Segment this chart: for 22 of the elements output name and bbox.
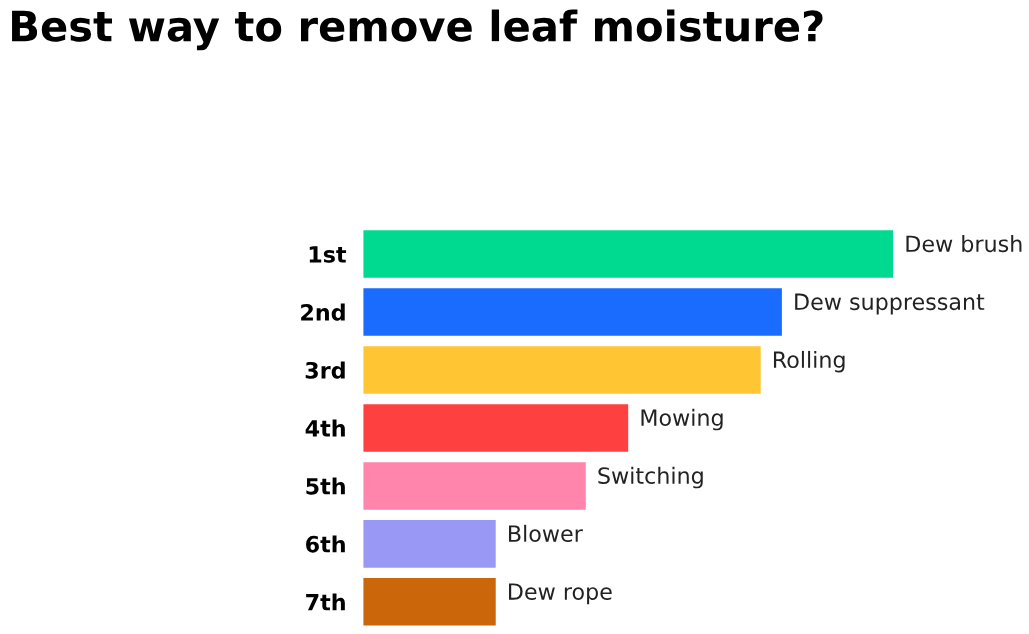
y-tick-label: 6th [306, 535, 345, 553]
chart-title: Best way to remove leaf moisture? [12, 9, 823, 51]
bar [363, 578, 496, 626]
bar [363, 404, 629, 452]
annotation: Dew brush [906, 234, 1022, 253]
y-tick-label: 5th [306, 477, 345, 495]
annotation: Dew rope [509, 583, 612, 605]
bar [363, 288, 782, 336]
bar [363, 230, 894, 278]
bar [363, 462, 586, 510]
y-tick-label: 4th [305, 419, 345, 437]
bar [363, 520, 496, 568]
y-tick-label: 7th [306, 593, 345, 611]
annotation: Switching [598, 466, 703, 489]
y-tick-label: 1st [309, 246, 347, 263]
annotation: Dew suppressant [795, 293, 985, 315]
y-tick-label: 3rd [305, 361, 345, 379]
annotation: Mowing [641, 408, 723, 431]
annotation: Rolling [773, 350, 845, 373]
annotation: Blower [509, 524, 583, 542]
bar [363, 346, 761, 394]
y-tick-label: 2nd [301, 303, 345, 321]
